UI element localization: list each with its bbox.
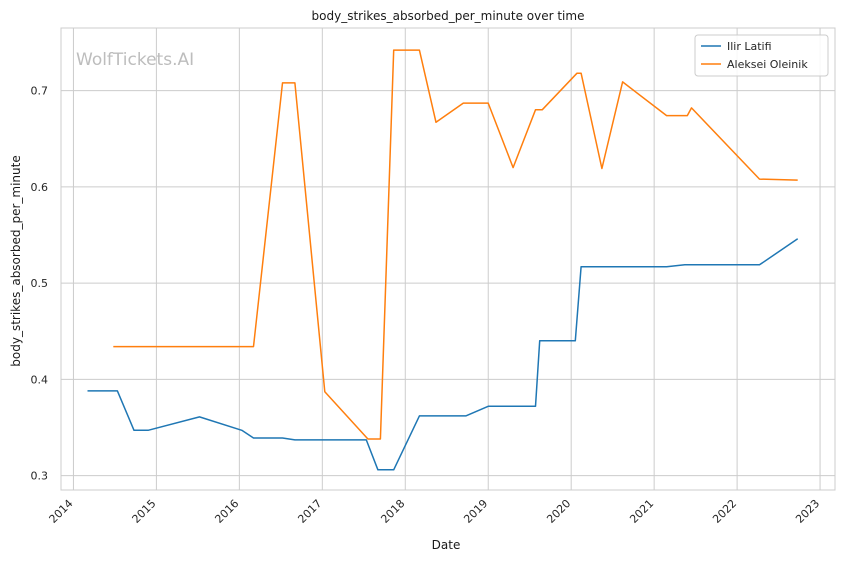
series-layer bbox=[87, 49, 799, 471]
y-tick-label: 0.4 bbox=[31, 373, 49, 386]
legend-label: Aleksei Oleinik bbox=[727, 58, 808, 71]
x-tick-label: 2018 bbox=[378, 497, 407, 526]
x-tick-label: 2023 bbox=[793, 497, 822, 526]
y-tick-label: 0.6 bbox=[31, 181, 49, 194]
legend-box bbox=[694, 34, 829, 77]
legend: Ilir Latifi Aleksei Oleinik bbox=[694, 34, 829, 77]
x-tick-label: 2020 bbox=[544, 497, 573, 526]
x-tick-label: 2021 bbox=[627, 497, 656, 526]
x-tick-label: 2014 bbox=[47, 497, 76, 526]
x-axis-label: Date bbox=[432, 538, 461, 552]
series-line-0 bbox=[87, 238, 799, 471]
grid bbox=[61, 28, 835, 490]
x-tick-label: 2019 bbox=[461, 497, 490, 526]
x-tick-label: 2016 bbox=[212, 497, 241, 526]
y-tick-label: 0.5 bbox=[31, 277, 49, 290]
x-tick-label: 2022 bbox=[710, 497, 739, 526]
series-line-1 bbox=[113, 49, 798, 440]
watermark: WolfTickets.AI bbox=[76, 50, 194, 70]
ticks: 2014 2015 2016 2017 2018 2019 2020 2021 2022 2023… bbox=[31, 85, 823, 526]
x-tick-label: 2017 bbox=[295, 497, 324, 526]
y-tick-label: 0.7 bbox=[31, 85, 49, 98]
y-axis-label: body_strikes_absorbed_per_minute bbox=[9, 155, 23, 366]
legend-label: Ilir Latifi bbox=[727, 40, 772, 53]
y-tick-label: 0.3 bbox=[31, 470, 49, 483]
chart-title: body_strikes_absorbed_per_minute over ti… bbox=[312, 9, 585, 23]
plot-frame bbox=[60, 27, 836, 491]
x-tick-label: 2015 bbox=[130, 497, 159, 526]
